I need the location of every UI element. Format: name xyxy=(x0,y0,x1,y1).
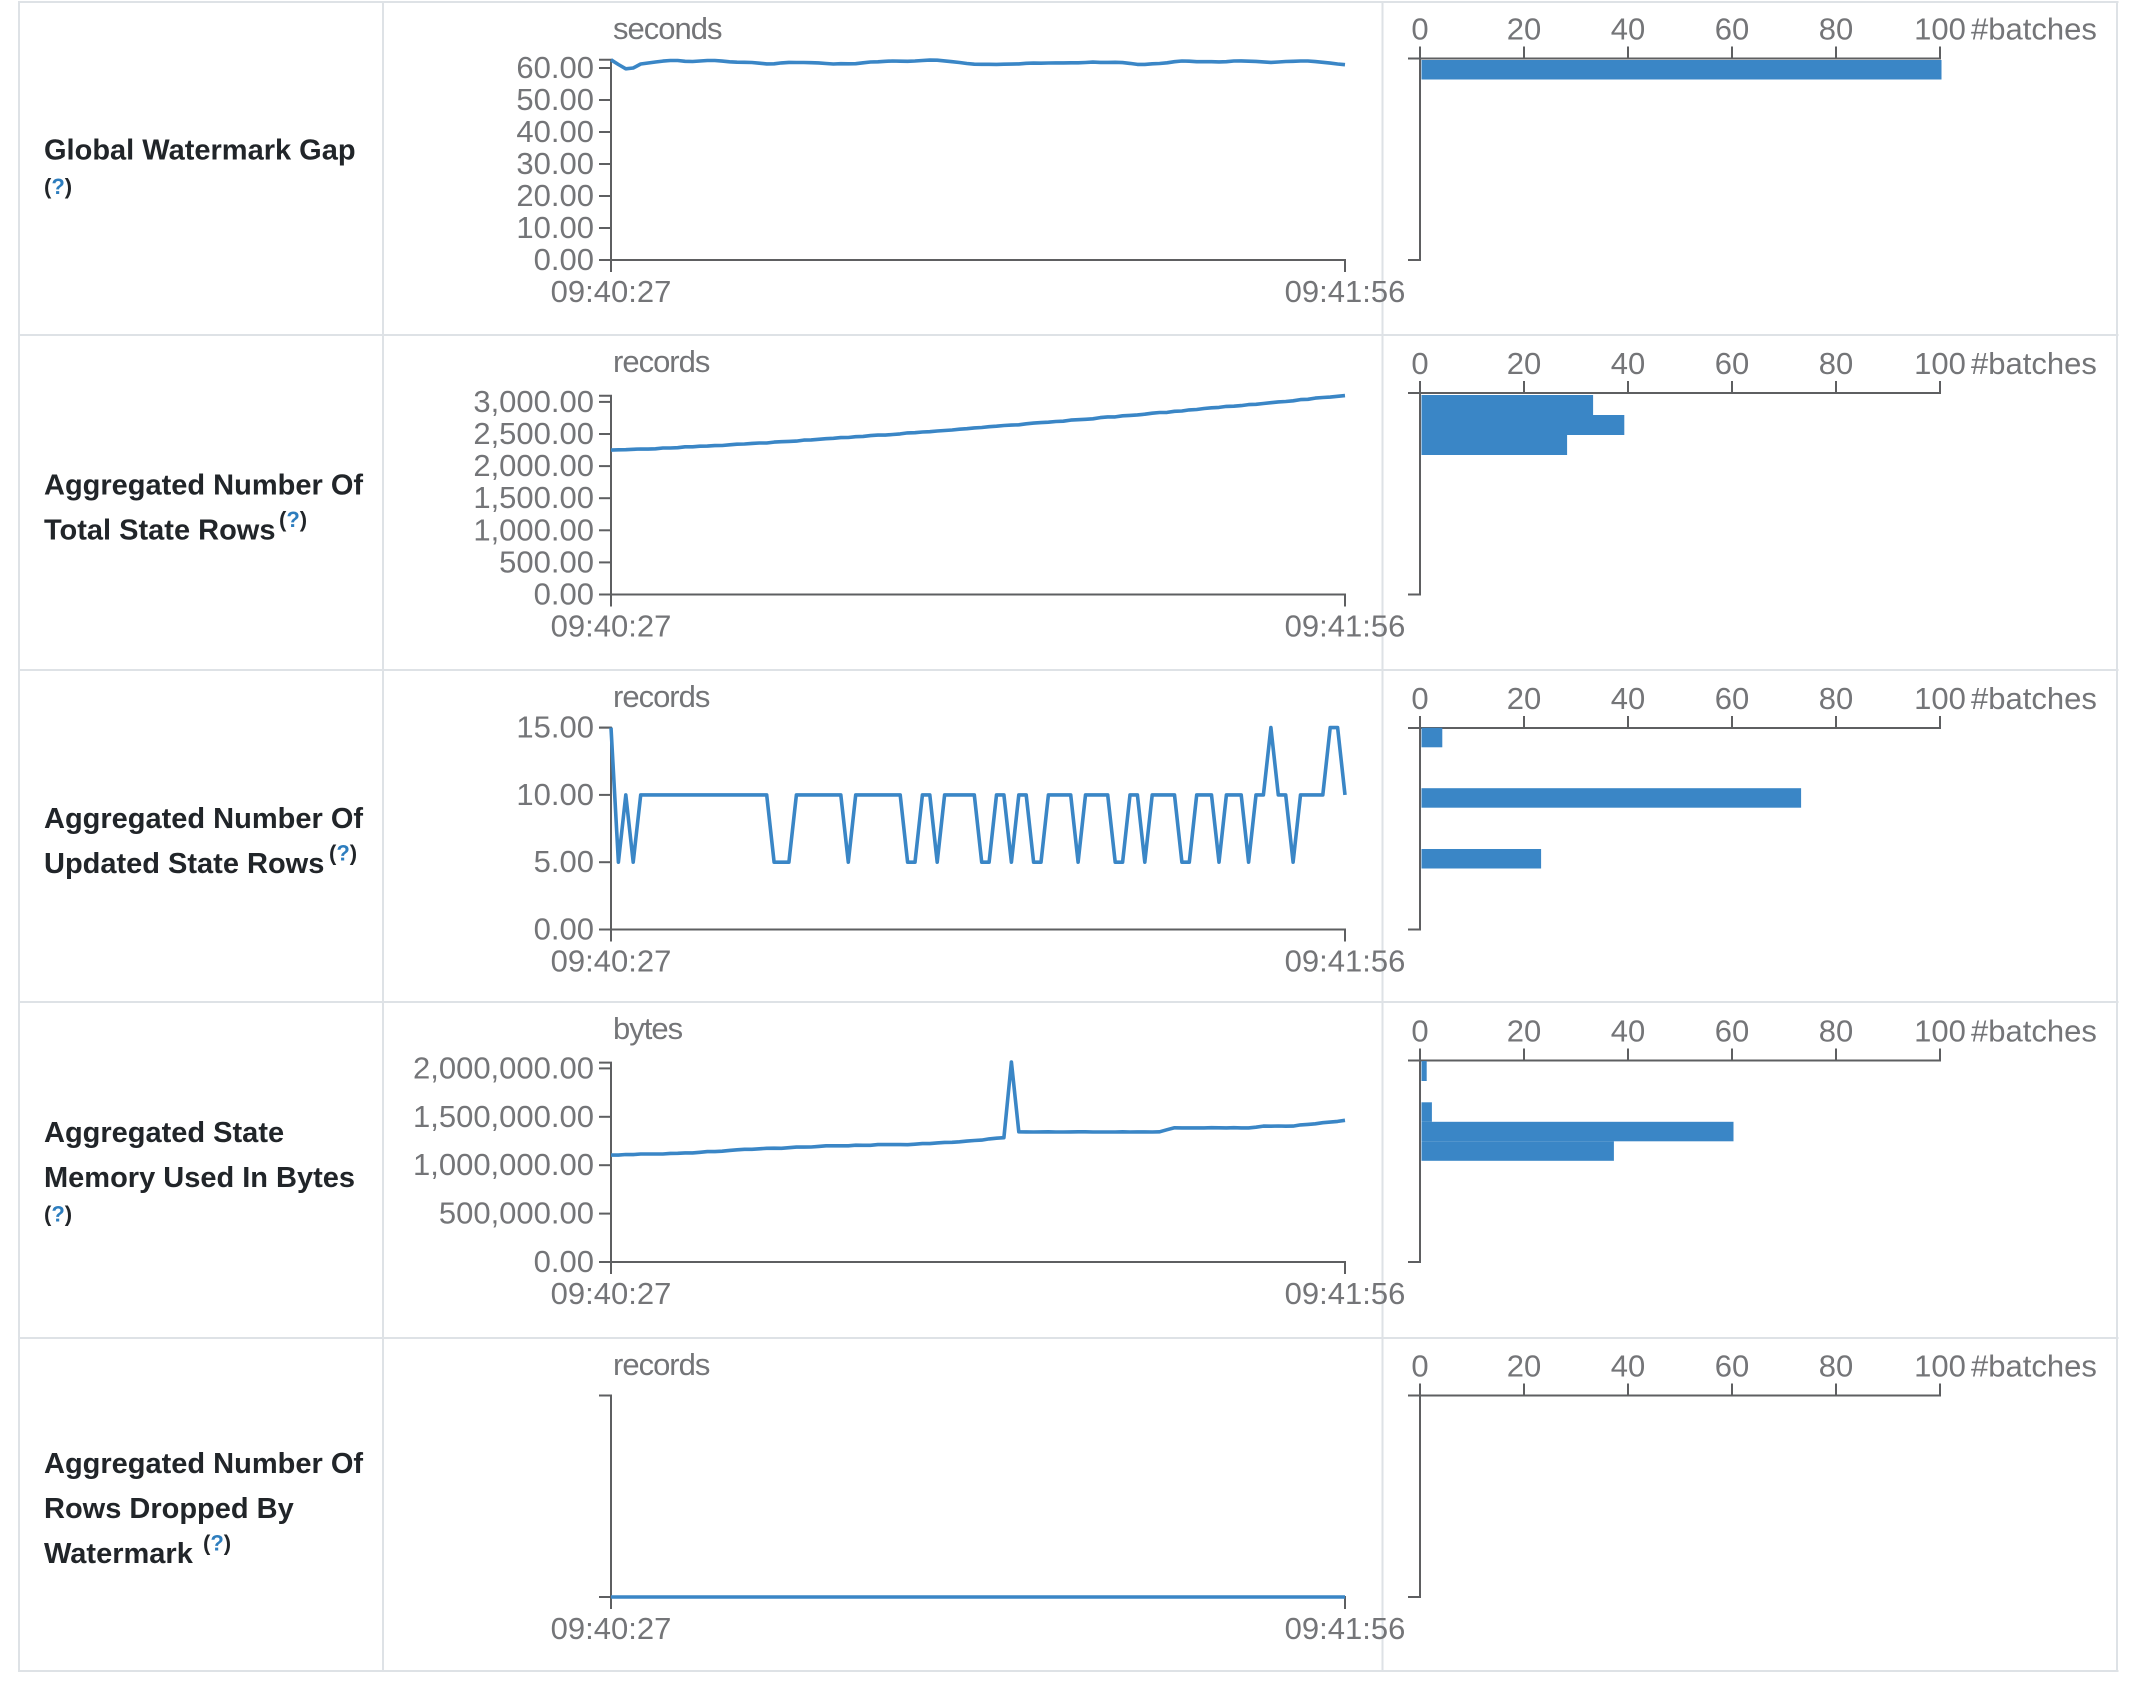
svg-text:100: 100 xyxy=(1914,1014,1966,1049)
svg-text:15.00: 15.00 xyxy=(516,710,594,745)
svg-text:500,000.00: 500,000.00 xyxy=(439,1196,594,1231)
svg-text:0.00: 0.00 xyxy=(534,1244,594,1279)
svg-text:(?): (?) xyxy=(203,1530,231,1555)
svg-text:40: 40 xyxy=(1611,1349,1645,1384)
svg-text:09:40:27: 09:40:27 xyxy=(551,274,672,309)
svg-text:40.00: 40.00 xyxy=(516,114,594,149)
svg-text:records: records xyxy=(613,679,710,714)
svg-text:Total State Rows: Total State Rows xyxy=(44,514,276,546)
svg-text:#batches: #batches xyxy=(1971,1349,2097,1384)
svg-text:0: 0 xyxy=(1411,681,1428,716)
svg-text:500.00: 500.00 xyxy=(499,544,594,579)
svg-text:10.00: 10.00 xyxy=(516,210,594,245)
svg-text:100: 100 xyxy=(1914,346,1966,381)
svg-text:40: 40 xyxy=(1611,1014,1645,1049)
svg-text:20: 20 xyxy=(1507,346,1541,381)
svg-text:Watermark: Watermark xyxy=(44,1538,194,1570)
svg-text:09:41:56: 09:41:56 xyxy=(1285,944,1406,979)
svg-text:100: 100 xyxy=(1914,1349,1966,1384)
svg-text:20: 20 xyxy=(1507,12,1541,47)
svg-text:2,000,000.00: 2,000,000.00 xyxy=(413,1050,594,1085)
svg-text:Aggregated Number Of: Aggregated Number Of xyxy=(44,469,363,501)
svg-text:20: 20 xyxy=(1507,1014,1541,1049)
svg-text:#batches: #batches xyxy=(1971,346,2097,381)
svg-text:40: 40 xyxy=(1611,346,1645,381)
svg-text:#batches: #batches xyxy=(1971,681,2097,716)
svg-text:10.00: 10.00 xyxy=(516,777,594,812)
svg-text:60: 60 xyxy=(1715,12,1749,47)
svg-text:30.00: 30.00 xyxy=(516,146,594,181)
svg-text:Rows Dropped By: Rows Dropped By xyxy=(44,1493,294,1525)
svg-text:bytes: bytes xyxy=(613,1011,683,1046)
svg-text:80: 80 xyxy=(1819,12,1853,47)
svg-text:80: 80 xyxy=(1819,346,1853,381)
svg-text:100: 100 xyxy=(1914,681,1966,716)
svg-text:Memory Used In Bytes: Memory Used In Bytes xyxy=(44,1162,355,1194)
svg-text:2,000.00: 2,000.00 xyxy=(473,448,594,483)
svg-text:20.00: 20.00 xyxy=(516,178,594,213)
svg-text:Aggregated Number Of: Aggregated Number Of xyxy=(44,1448,363,1480)
svg-text:40: 40 xyxy=(1611,681,1645,716)
svg-text:#batches: #batches xyxy=(1971,1014,2097,1049)
svg-text:1,500,000.00: 1,500,000.00 xyxy=(413,1099,594,1134)
svg-text:80: 80 xyxy=(1819,1014,1853,1049)
svg-text:Updated State Rows: Updated State Rows xyxy=(44,848,324,880)
svg-text:40: 40 xyxy=(1611,12,1645,47)
svg-text:1,000,000.00: 1,000,000.00 xyxy=(413,1147,594,1182)
svg-text:(?): (?) xyxy=(279,507,307,532)
svg-text:60: 60 xyxy=(1715,681,1749,716)
svg-text:#batches: #batches xyxy=(1971,12,2097,47)
svg-text:5.00: 5.00 xyxy=(534,844,594,879)
svg-text:0.00: 0.00 xyxy=(534,577,594,612)
svg-text:0: 0 xyxy=(1411,1014,1428,1049)
svg-text:09:41:56: 09:41:56 xyxy=(1285,609,1406,644)
svg-text:0.00: 0.00 xyxy=(534,912,594,947)
svg-text:(?): (?) xyxy=(44,1202,72,1227)
svg-text:100: 100 xyxy=(1914,12,1966,47)
svg-text:09:40:27: 09:40:27 xyxy=(551,1611,672,1646)
svg-text:1,500.00: 1,500.00 xyxy=(473,480,594,515)
svg-text:09:41:56: 09:41:56 xyxy=(1285,1276,1406,1311)
svg-text:20: 20 xyxy=(1507,1349,1541,1384)
svg-text:Aggregated State: Aggregated State xyxy=(44,1117,284,1149)
svg-text:09:41:56: 09:41:56 xyxy=(1285,274,1406,309)
svg-text:0: 0 xyxy=(1411,12,1428,47)
svg-text:20: 20 xyxy=(1507,681,1541,716)
svg-text:Global Watermark Gap: Global Watermark Gap xyxy=(44,135,356,167)
svg-text:1,000.00: 1,000.00 xyxy=(473,512,594,547)
svg-text:0: 0 xyxy=(1411,1349,1428,1384)
svg-text:60: 60 xyxy=(1715,1349,1749,1384)
svg-text:records: records xyxy=(613,1347,710,1382)
svg-text:60.00: 60.00 xyxy=(516,50,594,85)
svg-text:records: records xyxy=(613,344,710,379)
svg-text:60: 60 xyxy=(1715,346,1749,381)
svg-text:0.00: 0.00 xyxy=(534,242,594,277)
svg-text:60: 60 xyxy=(1715,1014,1749,1049)
svg-text:80: 80 xyxy=(1819,1349,1853,1384)
svg-text:80: 80 xyxy=(1819,681,1853,716)
svg-text:09:40:27: 09:40:27 xyxy=(551,1276,672,1311)
svg-text:(?): (?) xyxy=(329,840,357,865)
svg-text:3,000.00: 3,000.00 xyxy=(473,384,594,419)
svg-text:2,500.00: 2,500.00 xyxy=(473,416,594,451)
svg-text:0: 0 xyxy=(1411,346,1428,381)
svg-text:Aggregated Number Of: Aggregated Number Of xyxy=(44,803,363,835)
svg-text:(?): (?) xyxy=(44,174,72,199)
svg-text:09:41:56: 09:41:56 xyxy=(1285,1611,1406,1646)
svg-text:50.00: 50.00 xyxy=(516,82,594,117)
svg-text:09:40:27: 09:40:27 xyxy=(551,944,672,979)
svg-text:09:40:27: 09:40:27 xyxy=(551,609,672,644)
svg-text:seconds: seconds xyxy=(613,11,722,46)
